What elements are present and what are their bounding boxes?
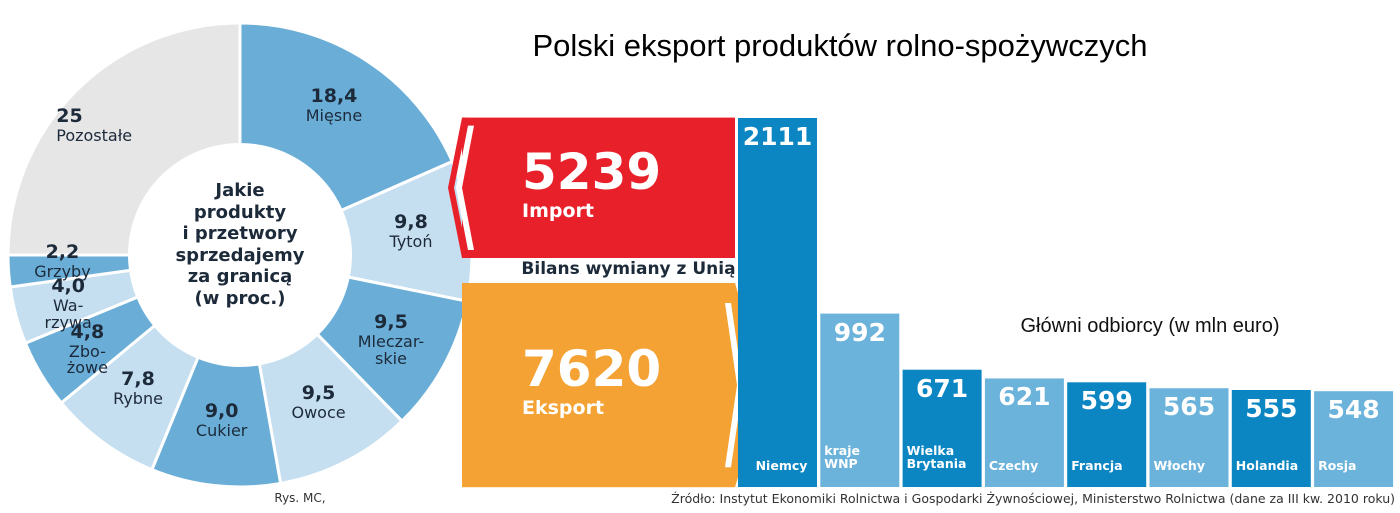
title: Polski eksport produktów rolno-spożywczy… [532, 28, 1148, 63]
slice-value: 7,8 [121, 367, 155, 390]
country-bar [1231, 389, 1311, 487]
slice-label: Grzyby [34, 262, 91, 282]
bar-value: 599 [1080, 386, 1133, 416]
balance-title: Bilans wymiany z Unią [521, 259, 736, 279]
slice-label: Mleczar- skie [357, 332, 425, 369]
bar-value: 2111 [742, 121, 813, 151]
country-bar [1149, 388, 1229, 487]
credit: Rys. MC, [274, 491, 326, 505]
bar-category: Włochy [1153, 458, 1205, 473]
country-bar [984, 378, 1064, 487]
slice-label: Cukier [195, 421, 248, 441]
import-label: Import [522, 199, 594, 222]
bar-value: 565 [1162, 392, 1216, 422]
slice-value: 4,8 [70, 320, 105, 343]
import-notch [448, 117, 468, 258]
pie-title: Jakie produkty i przetwory sprzedajemy z… [175, 180, 305, 309]
bar-value: 992 [833, 317, 886, 347]
import-value: 5239 [522, 142, 662, 201]
country-bar [1314, 391, 1394, 487]
slice-label: Wa- rzywa [44, 296, 92, 333]
slice-value: 9,8 [394, 210, 428, 233]
slice-value: 9,0 [204, 400, 239, 423]
bar-category: Niemcy [755, 458, 808, 473]
slice-value: 4,0 [51, 275, 85, 298]
bar-category: Wielka Brytania [906, 443, 967, 472]
bar-category: Francja [1071, 458, 1123, 473]
slice-label: Rybne [113, 388, 163, 408]
country-bar [820, 313, 900, 487]
country-bar [902, 369, 982, 487]
countries-title: Główni odbiorcy (w mln euro) [1020, 315, 1280, 337]
export-value: 7620 [522, 340, 662, 398]
slice-value: 9,5 [301, 382, 336, 404]
slice-label: Tytoń [389, 231, 433, 251]
slice-label: Mięsne [305, 105, 363, 125]
bar-value: 555 [1245, 393, 1298, 423]
bar-category: kraje WNP [824, 443, 860, 472]
pie-center [128, 143, 352, 367]
bar-value: 621 [998, 382, 1051, 412]
bar-value: 671 [916, 373, 969, 403]
bar-category: Holandia [1235, 458, 1299, 473]
bar-category: Czechy [988, 458, 1039, 473]
country-bar [1067, 382, 1147, 487]
bar-value: 548 [1327, 395, 1380, 425]
import-chevron [456, 125, 474, 250]
bar-category: Rosja [1318, 458, 1357, 473]
import-bar [462, 117, 735, 258]
country-bar [738, 117, 817, 488]
slice-value: 18,4 [310, 84, 358, 107]
slice-label: Owoce [291, 403, 346, 422]
export-bar [462, 283, 735, 488]
export-label: Eksport [522, 397, 605, 419]
slice-value: 2,2 [45, 241, 80, 264]
slice-label: Pozostałe [56, 126, 133, 146]
slice-label: Zbo- żowe [66, 341, 108, 378]
slice-value: 25 [56, 105, 83, 128]
slice-value: 9,5 [374, 311, 408, 334]
source: Źródło: Instytut Ekonomiki Rolnictwa i G… [671, 491, 1395, 506]
